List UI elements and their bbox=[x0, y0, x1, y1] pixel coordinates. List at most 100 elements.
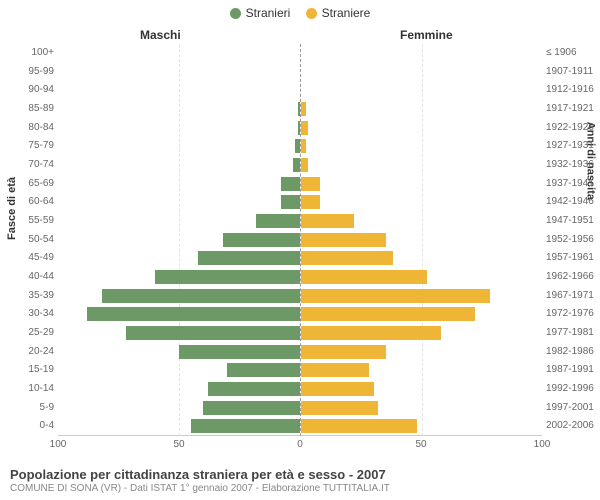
pyramid-row bbox=[58, 343, 300, 362]
pyramid-row bbox=[58, 175, 300, 194]
population-pyramid-chart: Stranieri Straniere Maschi Femmine Fasce… bbox=[0, 0, 600, 500]
age-label: 15-19 bbox=[6, 361, 54, 380]
bar-female bbox=[301, 121, 308, 135]
pyramid-row bbox=[301, 156, 543, 175]
year-label: ≤ 1906 bbox=[546, 44, 600, 63]
pyramid-row bbox=[58, 399, 300, 418]
year-label: 1962-1966 bbox=[546, 268, 600, 287]
pyramid-row bbox=[301, 343, 543, 362]
year-label: 1997-2001 bbox=[546, 399, 600, 418]
pyramid-row bbox=[58, 268, 300, 287]
pyramid-row bbox=[301, 287, 543, 306]
legend-label-male: Stranieri bbox=[246, 6, 291, 20]
pyramid-row bbox=[58, 231, 300, 250]
pyramid-row bbox=[301, 380, 543, 399]
legend-swatch-female bbox=[306, 8, 317, 19]
year-label: 1922-1926 bbox=[546, 119, 600, 138]
bar-female bbox=[301, 270, 427, 284]
pyramid-row bbox=[58, 119, 300, 138]
plot-area bbox=[58, 44, 542, 436]
year-label: 1937-1941 bbox=[546, 175, 600, 194]
year-label: 1917-1921 bbox=[546, 100, 600, 119]
pyramid-row bbox=[58, 361, 300, 380]
bar-female bbox=[301, 326, 441, 340]
age-label: 70-74 bbox=[6, 156, 54, 175]
bar-male bbox=[126, 326, 300, 340]
footer-title: Popolazione per cittadinanza straniera p… bbox=[10, 467, 590, 482]
bar-female bbox=[301, 214, 354, 228]
age-label: 95-99 bbox=[6, 63, 54, 82]
pyramid-row bbox=[58, 324, 300, 343]
age-label: 100+ bbox=[6, 44, 54, 63]
bar-female bbox=[301, 195, 320, 209]
pyramid-row bbox=[301, 175, 543, 194]
legend-item-female: Straniere bbox=[306, 6, 371, 20]
age-label: 85-89 bbox=[6, 100, 54, 119]
bar-male bbox=[191, 419, 300, 433]
bar-female bbox=[301, 363, 369, 377]
bar-male bbox=[227, 363, 300, 377]
pyramid-row bbox=[301, 81, 543, 100]
pyramid-row bbox=[58, 156, 300, 175]
pyramid-row bbox=[58, 44, 300, 63]
age-label: 35-39 bbox=[6, 287, 54, 306]
pyramid-row bbox=[301, 249, 543, 268]
year-label: 1987-1991 bbox=[546, 361, 600, 380]
bar-female bbox=[301, 139, 306, 153]
year-label: 1992-1996 bbox=[546, 380, 600, 399]
bar-female bbox=[301, 177, 320, 191]
pyramid-row bbox=[58, 249, 300, 268]
bar-female bbox=[301, 158, 308, 172]
male-half bbox=[58, 44, 300, 436]
year-label: 1977-1981 bbox=[546, 324, 600, 343]
pyramid-row bbox=[301, 193, 543, 212]
bar-male bbox=[203, 401, 300, 415]
bar-male bbox=[102, 289, 300, 303]
bar-female bbox=[301, 233, 386, 247]
bar-female bbox=[301, 382, 374, 396]
pyramid-row bbox=[58, 212, 300, 231]
age-label: 10-14 bbox=[6, 380, 54, 399]
age-label: 40-44 bbox=[6, 268, 54, 287]
bar-female bbox=[301, 251, 393, 265]
x-tick: 100 bbox=[534, 439, 551, 450]
pyramid-row bbox=[58, 380, 300, 399]
bar-female bbox=[301, 401, 378, 415]
bar-male bbox=[223, 233, 300, 247]
bar-male bbox=[179, 345, 300, 359]
pyramid-row bbox=[301, 231, 543, 250]
female-half bbox=[300, 44, 542, 436]
legend-swatch-male bbox=[230, 8, 241, 19]
age-label: 60-64 bbox=[6, 193, 54, 212]
pyramid-row bbox=[58, 137, 300, 156]
pyramid-row bbox=[58, 100, 300, 119]
pyramid-row bbox=[301, 417, 543, 436]
bar-female bbox=[301, 345, 386, 359]
pyramid-row bbox=[58, 193, 300, 212]
column-header-female: Femmine bbox=[400, 28, 453, 42]
pyramid-row bbox=[301, 63, 543, 82]
age-label: 90-94 bbox=[6, 81, 54, 100]
year-label: 1982-1986 bbox=[546, 343, 600, 362]
bar-male bbox=[281, 177, 300, 191]
bar-female bbox=[301, 419, 417, 433]
year-label: 1907-1911 bbox=[546, 63, 600, 82]
bar-male bbox=[256, 214, 300, 228]
pyramid-row bbox=[301, 399, 543, 418]
chart-footer: Popolazione per cittadinanza straniera p… bbox=[10, 467, 590, 494]
age-label: 55-59 bbox=[6, 212, 54, 231]
age-label: 45-49 bbox=[6, 249, 54, 268]
age-label: 0-4 bbox=[6, 417, 54, 436]
pyramid-row bbox=[58, 63, 300, 82]
bar-male bbox=[87, 307, 300, 321]
bar-male bbox=[198, 251, 300, 265]
bar-female bbox=[301, 102, 306, 116]
age-label: 20-24 bbox=[6, 343, 54, 362]
bar-male bbox=[155, 270, 300, 284]
x-tick: 50 bbox=[173, 439, 184, 450]
pyramid-row bbox=[301, 137, 543, 156]
pyramid-row bbox=[58, 417, 300, 436]
age-label: 30-34 bbox=[6, 305, 54, 324]
bar-male bbox=[281, 195, 300, 209]
age-label: 50-54 bbox=[6, 231, 54, 250]
